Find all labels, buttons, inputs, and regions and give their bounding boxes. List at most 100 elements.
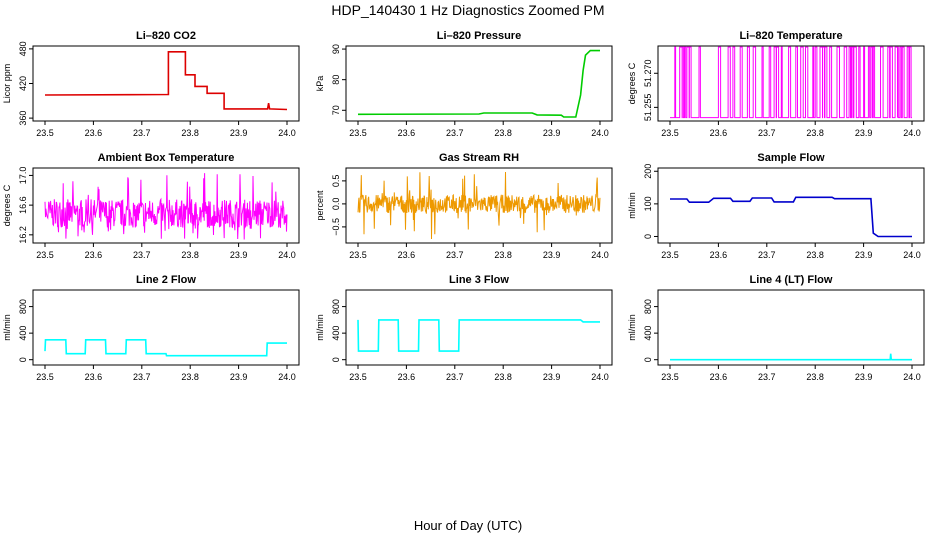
panel-1: Li–820 CO2 Licor ppm 23.5 23.6 23.7 23.8 23.9 2…: [2, 30, 300, 138]
y-axis-label: degrees C: [2, 184, 12, 226]
x-tick-label: 23.9: [543, 128, 561, 138]
plot-frame: [345, 167, 613, 244]
x-tick-label: 23.5: [36, 250, 54, 260]
y-axis-label: kPa: [315, 76, 325, 92]
x-tick-label: 23.7: [446, 250, 464, 260]
y-tick-label: 70: [331, 105, 341, 115]
plot-frame: [657, 289, 925, 366]
series-line: [357, 49, 600, 118]
x-tick-label: 23.6: [710, 128, 728, 138]
x-axis-caption: Hour of Day (UTC): [413, 518, 523, 533]
y-tick-label: 0: [643, 234, 653, 239]
panel-8: Line 3 Flow ml/min 23.5 23.6 23.7 23.8 23.9 24.…: [315, 274, 613, 382]
x-tick-label: 23.7: [446, 128, 464, 138]
plot-frame: [345, 45, 613, 122]
y-tick-label: 400: [331, 326, 341, 341]
data-layer: [670, 46, 912, 119]
x-tick-label: 24.0: [903, 128, 921, 138]
y-axis-label: ml/min: [627, 314, 637, 341]
y-axis-label: degrees C: [627, 62, 637, 104]
x-tick-label: 23.7: [133, 250, 151, 260]
x-tick-label: 23.6: [398, 128, 416, 138]
x-tick-label: 23.6: [398, 250, 416, 260]
x-tick-label: 23.5: [661, 372, 679, 382]
x-tick-label: 23.9: [855, 128, 873, 138]
x-tick-label: 23.6: [710, 250, 728, 260]
series-line: [44, 50, 288, 111]
panel-5: Gas Stream RH percent 23.5 23.6 23.7 23.8 23.9…: [315, 152, 613, 260]
plot-frame: [32, 45, 300, 122]
x-tick-label: 24.0: [278, 250, 296, 260]
series-line: [670, 196, 912, 238]
figure-title: HDP_140430 1 Hz Diagnostics Zoomed PM: [331, 2, 605, 18]
data-layer: [357, 49, 600, 118]
y-tick-label: 16.2: [18, 226, 28, 244]
panel-title: Li–820 Temperature: [739, 30, 842, 42]
panel-3: Li–820 Temperature degrees C 23.5 23.6 23.7 2…: [627, 30, 925, 138]
y-tick-label: 0: [643, 357, 653, 362]
data-layer: [44, 173, 288, 240]
y-tick-label: 51.255: [643, 94, 653, 122]
panel-title: Sample Flow: [757, 152, 825, 164]
y-tick-label: 200: [643, 164, 653, 179]
x-tick-label: 23.9: [855, 372, 873, 382]
panel-title: Gas Stream RH: [439, 152, 519, 164]
x-tick-label: 23.8: [181, 128, 199, 138]
x-tick-label: 23.5: [349, 250, 367, 260]
y-axis-label: Licor ppm: [2, 64, 12, 104]
x-tick-label: 23.9: [543, 250, 561, 260]
x-tick-label: 23.6: [710, 372, 728, 382]
plot-frame: [345, 289, 613, 366]
x-tick-label: 23.7: [446, 372, 464, 382]
y-tick-label: 400: [643, 326, 653, 341]
y-tick-label: 80: [331, 75, 341, 85]
y-axis-label: ml/min: [627, 192, 637, 219]
x-tick-label: 23.8: [181, 372, 199, 382]
data-layer: [357, 171, 601, 240]
panel-4: Ambient Box Temperature degrees C 23.5 23.6…: [2, 152, 300, 260]
series-line: [44, 338, 287, 357]
panel-9: Line 4 (LT) Flow ml/min 23.5 23.6 23.7 23.8 23…: [627, 274, 925, 382]
y-tick-label: 100: [643, 196, 653, 211]
x-tick-label: 23.7: [758, 128, 776, 138]
panel-7: Line 2 Flow ml/min 23.5 23.6 23.7 23.8 23.9 24.…: [2, 274, 300, 382]
data-layer: [44, 50, 288, 111]
y-tick-label: 0.5: [331, 175, 341, 188]
y-axis-label: ml/min: [315, 314, 325, 341]
panel-6: Sample Flow ml/min 23.5 23.6 23.7 23.8 23.9 24.…: [627, 152, 925, 260]
x-tick-label: 23.8: [806, 372, 824, 382]
x-tick-label: 23.5: [661, 128, 679, 138]
x-tick-label: 23.9: [230, 372, 248, 382]
y-tick-label: 0.0: [331, 198, 341, 211]
series-line: [670, 353, 912, 361]
x-tick-label: 23.8: [181, 250, 199, 260]
x-tick-label: 23.5: [349, 128, 367, 138]
x-tick-label: 23.5: [36, 128, 54, 138]
x-tick-label: 23.8: [806, 250, 824, 260]
data-layer: [44, 338, 287, 357]
y-axis-label: ml/min: [2, 314, 12, 341]
x-tick-label: 23.6: [85, 250, 103, 260]
series-line: [44, 173, 288, 240]
x-tick-label: 23.5: [36, 372, 54, 382]
x-tick-label: 23.7: [758, 372, 776, 382]
plot-frame: [657, 45, 925, 122]
panel-title: Line 3 Flow: [449, 274, 509, 286]
x-tick-label: 23.9: [855, 250, 873, 260]
x-tick-label: 24.0: [903, 372, 921, 382]
x-tick-label: 24.0: [591, 372, 609, 382]
y-tick-label: 90: [331, 44, 341, 54]
panel-2: Li–820 Pressure kPa 23.5 23.6 23.7 23.8 23.9 24…: [315, 30, 613, 138]
y-axis-label: percent: [315, 190, 325, 221]
x-tick-label: 24.0: [591, 128, 609, 138]
y-tick-label: 0: [331, 357, 341, 362]
y-tick-label: 800: [643, 299, 653, 314]
panel-title: Ambient Box Temperature: [98, 152, 235, 164]
x-tick-label: 23.8: [494, 250, 512, 260]
plot-frame: [32, 289, 300, 366]
x-tick-label: 23.9: [230, 128, 248, 138]
x-tick-label: 23.6: [85, 372, 103, 382]
x-tick-label: 23.5: [349, 372, 367, 382]
series-line: [357, 319, 600, 352]
